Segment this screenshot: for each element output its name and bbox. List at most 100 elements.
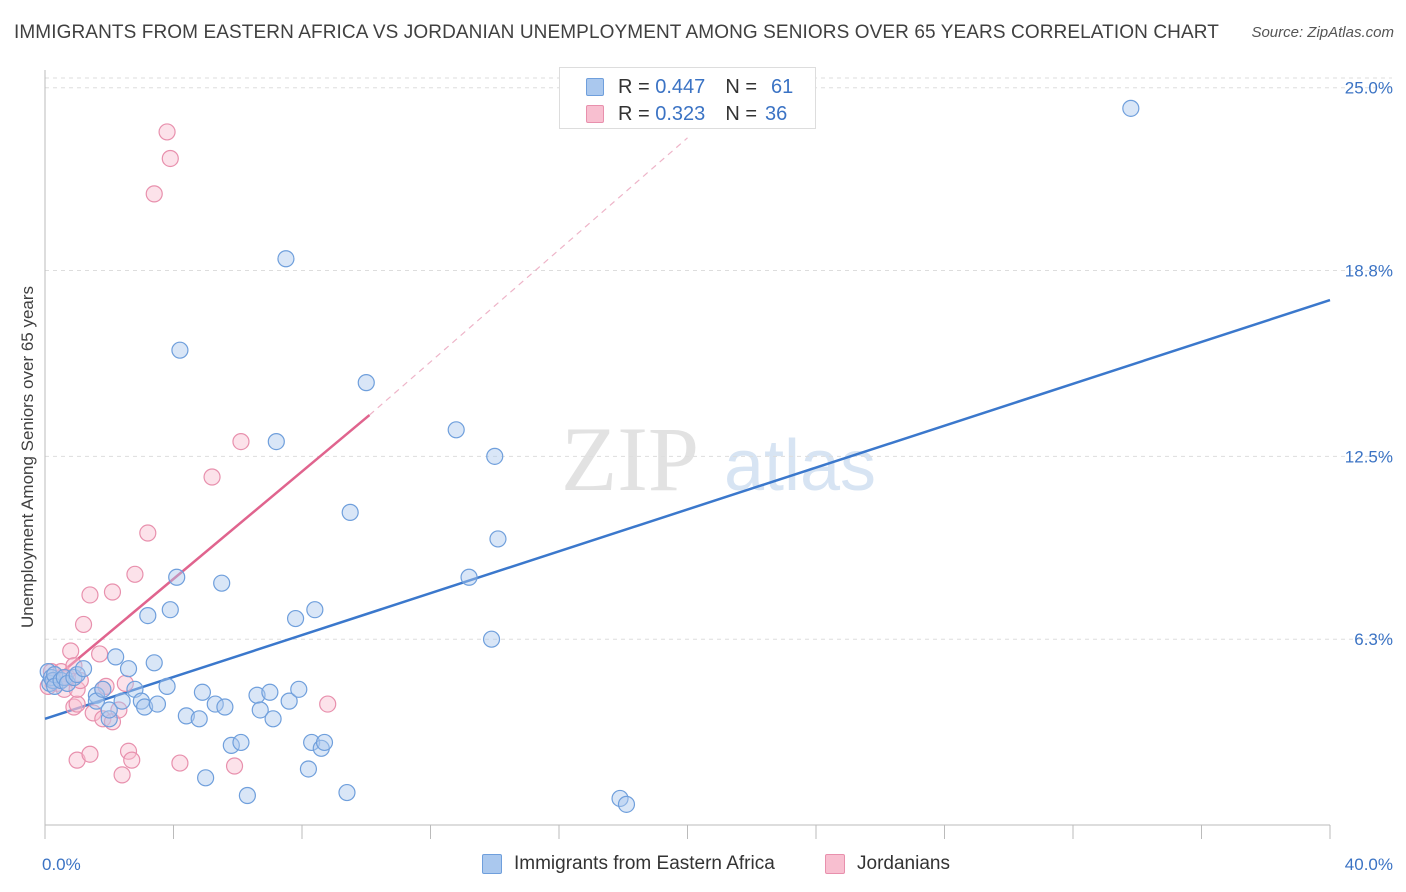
y-tick-label: 18.8% bbox=[1345, 262, 1393, 281]
point-jordanians bbox=[62, 642, 80, 660]
tick-labels: 6.3% 12.5% 18.8% 25.0% 0.0% 40.0% bbox=[42, 79, 1393, 874]
point-immigrants bbox=[171, 341, 189, 359]
point-immigrants bbox=[168, 568, 186, 586]
trendline-jordanians-extension bbox=[369, 137, 688, 416]
point-immigrants bbox=[206, 695, 224, 713]
point-immigrants bbox=[460, 568, 478, 586]
point-immigrants bbox=[222, 736, 240, 754]
point-immigrants bbox=[489, 530, 507, 548]
point-immigrants bbox=[299, 760, 318, 778]
point-jordanians bbox=[74, 615, 93, 634]
legend-n-value: 36 bbox=[765, 102, 788, 125]
point-immigrants bbox=[42, 668, 61, 687]
point-jordanians bbox=[171, 754, 189, 772]
bottom-legend-swatch-blue bbox=[482, 854, 502, 874]
point-jordanians bbox=[161, 149, 179, 168]
data-points bbox=[39, 99, 1140, 813]
point-immigrants bbox=[447, 421, 465, 439]
point-jordanians bbox=[113, 766, 131, 784]
trendlines bbox=[44, 137, 1331, 721]
source-credit: Source: ZipAtlas.com bbox=[1251, 24, 1394, 41]
point-immigrants bbox=[238, 786, 256, 805]
point-immigrants bbox=[277, 250, 295, 268]
point-immigrants bbox=[148, 695, 167, 713]
legend-r-label: R = bbox=[618, 75, 650, 98]
point-immigrants bbox=[617, 795, 636, 813]
point-jordanians bbox=[319, 695, 337, 713]
point-immigrants bbox=[94, 680, 112, 698]
point-immigrants bbox=[486, 447, 504, 465]
point-immigrants bbox=[100, 701, 118, 719]
point-immigrants bbox=[161, 601, 179, 619]
point-jordanians bbox=[126, 565, 144, 583]
point-immigrants bbox=[107, 648, 125, 666]
point-immigrants bbox=[213, 574, 231, 592]
point-jordanians bbox=[91, 645, 109, 663]
point-jordanians bbox=[225, 757, 244, 775]
x-tick-label: 40.0% bbox=[1345, 855, 1393, 874]
point-jordanians bbox=[119, 742, 138, 760]
point-immigrants bbox=[264, 710, 282, 728]
watermark-atlas: atlas bbox=[724, 426, 876, 506]
point-immigrants bbox=[193, 683, 212, 701]
point-jordanians bbox=[65, 698, 83, 716]
legend-n-label: N = bbox=[725, 75, 757, 98]
point-immigrants bbox=[190, 710, 208, 728]
point-immigrants bbox=[261, 683, 279, 701]
legend-r-label: R = bbox=[618, 102, 650, 125]
point-jordanians bbox=[68, 695, 86, 713]
legend-n-value: 61 bbox=[771, 75, 794, 98]
point-immigrants bbox=[232, 733, 250, 752]
y-tick-label: 12.5% bbox=[1345, 447, 1393, 466]
point-immigrants bbox=[145, 654, 163, 672]
bottom-legend-swatch-pink bbox=[825, 854, 845, 874]
point-immigrants bbox=[74, 660, 93, 678]
point-immigrants bbox=[267, 433, 285, 451]
legend-swatch-blue bbox=[586, 78, 604, 96]
point-immigrants bbox=[113, 692, 131, 710]
legend-n-label: N = bbox=[725, 102, 757, 125]
point-immigrants bbox=[139, 607, 157, 625]
point-immigrants bbox=[341, 503, 359, 521]
point-immigrants bbox=[1122, 99, 1140, 117]
point-jordanians bbox=[139, 524, 157, 542]
watermark-zip: ZIP bbox=[561, 408, 699, 510]
point-immigrants bbox=[158, 677, 176, 695]
correlation-legend: R = 0.447 N = 61 R = 0.323 N = 36 bbox=[559, 67, 816, 129]
point-jordanians bbox=[81, 586, 99, 604]
bottom-legend-jordanians: Jordanians bbox=[825, 852, 950, 876]
point-immigrants bbox=[306, 601, 324, 619]
y-axis-label: Unemployment Among Seniors over 65 years bbox=[18, 285, 37, 629]
point-immigrants bbox=[100, 710, 118, 728]
point-immigrants bbox=[338, 783, 356, 802]
point-immigrants bbox=[290, 680, 308, 698]
point-immigrants bbox=[46, 665, 64, 684]
point-immigrants bbox=[197, 769, 215, 787]
point-immigrants bbox=[87, 686, 106, 704]
point-immigrants bbox=[280, 692, 298, 710]
point-immigrants bbox=[135, 698, 154, 716]
legend-r-value: 0.447 bbox=[655, 75, 706, 98]
y-tick-label: 6.3% bbox=[1354, 630, 1393, 649]
legend-swatch-pink bbox=[586, 105, 604, 123]
point-immigrants bbox=[482, 630, 501, 648]
bottom-legend-label: Jordanians bbox=[857, 853, 950, 874]
y-tick-label: 25.0% bbox=[1345, 79, 1393, 98]
legend-row-immigrants: R = 0.447 N = 61 bbox=[586, 75, 793, 99]
point-jordanians bbox=[81, 745, 99, 763]
legend-row-jordanians: R = 0.323 N = 36 bbox=[586, 102, 787, 126]
trendline-jordanians bbox=[44, 414, 371, 688]
grid bbox=[45, 77, 1392, 640]
axes bbox=[44, 70, 1331, 839]
point-immigrants bbox=[611, 789, 629, 808]
point-immigrants bbox=[251, 701, 269, 719]
chart-title: IMMIGRANTS FROM EASTERN AFRICA VS JORDAN… bbox=[14, 22, 1219, 43]
point-immigrants bbox=[357, 374, 375, 392]
point-jordanians bbox=[65, 657, 83, 675]
bottom-legend-immigrants: Immigrants from Eastern Africa bbox=[482, 852, 775, 876]
point-jordanians bbox=[145, 185, 163, 203]
point-jordanians bbox=[123, 751, 141, 769]
point-immigrants bbox=[177, 707, 195, 725]
point-jordanians bbox=[232, 433, 250, 451]
